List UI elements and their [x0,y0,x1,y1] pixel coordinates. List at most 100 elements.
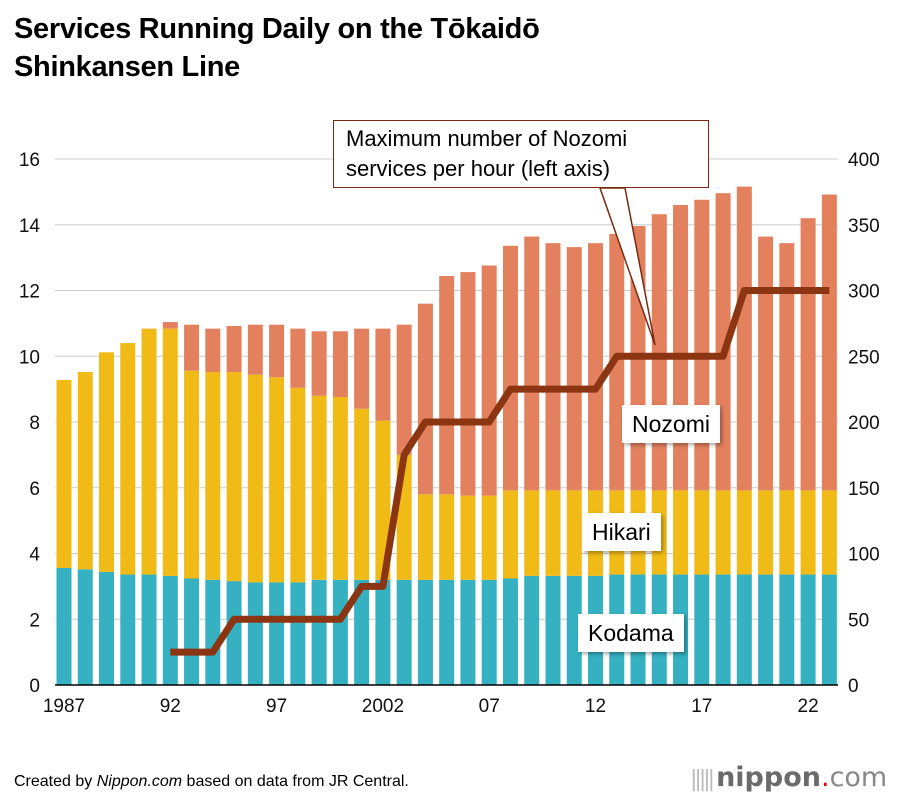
bar-hikari-1994 [205,372,221,580]
bar-nozomi-2001 [354,328,370,409]
left-axis-tick-label: 0 [29,676,40,697]
bar-hikari-1988 [77,372,93,570]
right-axis-tick-label: 150 [848,479,880,500]
x-axis-tick-label: 2002 [362,696,404,717]
bar-nozomi-2022 [800,218,816,491]
bar-hikari-1991 [141,328,157,575]
bar-hikari-2021 [779,490,795,575]
bar-hikari-2001 [354,408,370,580]
bar-kodama-1987 [56,567,72,685]
bar-kodama-1991 [141,574,157,685]
bar-kodama-2002 [375,579,391,685]
bar-hikari-2007 [481,495,497,580]
bar-hikari-1987 [56,379,72,568]
bar-nozomi-1998 [290,328,306,388]
bar-kodama-2018 [715,574,731,685]
bar-nozomi-2023 [821,194,837,491]
bar-hikari-1992 [162,328,178,576]
bar-kodama-2022 [800,574,816,685]
bar-nozomi-2003 [396,324,412,455]
label-hikari: Hikari [582,513,661,551]
bar-hikari-2002 [375,420,391,580]
label-nozomi: Nozomi [622,405,720,443]
bar-hikari-2020 [758,490,774,575]
bar-hikari-1989 [99,352,115,572]
source-credit: Created by Nippon.com based on data from… [14,773,409,791]
bar-kodama-2017 [694,574,710,685]
bar-kodama-2001 [354,579,370,685]
x-axis-tick-label: 1987 [43,696,85,717]
bar-hikari-2018 [715,490,731,575]
right-axis-tick-label: 200 [848,413,880,434]
bar-hikari-1990 [120,343,136,575]
bar-hikari-1999 [311,395,327,580]
bar-hikari-2022 [800,490,816,575]
right-axis-tick-label: 350 [848,216,880,237]
bar-hikari-2000 [332,397,348,580]
bar-nozomi-2010 [545,243,561,491]
bar-kodama-1995 [226,581,242,685]
bar-hikari-2011 [566,490,582,576]
left-axis-tick-label: 2 [29,610,40,631]
bar-nozomi-1999 [311,331,327,396]
x-axis-tick-label: 12 [585,696,606,717]
bar-hikari-2006 [460,495,476,580]
bar-hikari-1998 [290,387,306,583]
bar-nozomi-1996 [247,324,263,375]
bar-kodama-1989 [99,571,115,685]
left-axis-tick-label: 6 [29,479,40,500]
bar-nozomi-1997 [269,324,285,378]
bar-hikari-2016 [673,490,689,575]
nozomi-per-hour-polyline [170,287,830,656]
bar-hikari-2005 [439,494,455,580]
x-axis-tick-label: 07 [479,696,500,717]
bar-kodama-1992 [162,575,178,685]
bar-nozomi-2012 [588,243,603,491]
bar-hikari-1996 [247,374,263,583]
bar-hikari-2004 [417,494,433,580]
bar-kodama-2009 [524,575,540,685]
left-axis-tick-label: 16 [19,150,40,171]
title-line-1: Services Running Daily on the Tōkaidō [14,13,540,45]
bar-nozomi-2021 [779,243,795,491]
bar-hikari-2009 [524,490,540,576]
bar-hikari-1993 [184,370,200,579]
x-axis-tick-label: 97 [266,696,287,717]
bar-kodama-2023 [821,574,837,685]
logo-tld: com [829,762,888,793]
bar-hikari-2019 [736,490,752,575]
bar-kodama-2010 [545,575,561,685]
bar-nozomi-2004 [417,303,433,495]
bar-kodama-1990 [120,574,136,685]
bar-kodama-2020 [758,574,774,685]
right-axis-tick-label: 100 [848,545,880,566]
bar-nozomi-2006 [460,272,476,496]
logo-wave-icon: ||||| [690,767,717,792]
chart-title: Services Running Daily on the Tōkaidō Sh… [14,10,540,86]
bar-hikari-2023 [821,490,837,575]
title-line-2: Shinkansen Line [14,51,240,83]
bar-nozomi-1992 [162,322,178,329]
right-axis-tick-label: 250 [848,347,880,368]
bar-hikari-1997 [269,377,285,583]
credit-site: Nippon.com [96,773,183,790]
bar-nozomi-1994 [205,328,221,373]
bar-nozomi-2011 [566,247,582,491]
left-axis-tick-label: 12 [19,282,40,303]
label-kodama: Kodama [578,614,684,652]
bar-kodama-2011 [566,575,582,685]
bar-kodama-2004 [417,579,433,685]
bar-hikari-2010 [545,490,561,576]
nippon-logo: ||||| nippon.com [690,762,887,793]
bar-kodama-2008 [502,578,518,685]
callout-line-2: services per hour (left axis) [346,156,611,181]
bar-kodama-2021 [779,574,795,685]
left-axis-tick-label: 8 [29,413,40,434]
bar-nozomi-2017 [694,199,710,491]
bar-nozomi-1995 [226,326,242,373]
callout-pointer [598,187,656,346]
bar-kodama-2005 [439,579,455,685]
nozomi-per-hour-line [170,287,830,656]
